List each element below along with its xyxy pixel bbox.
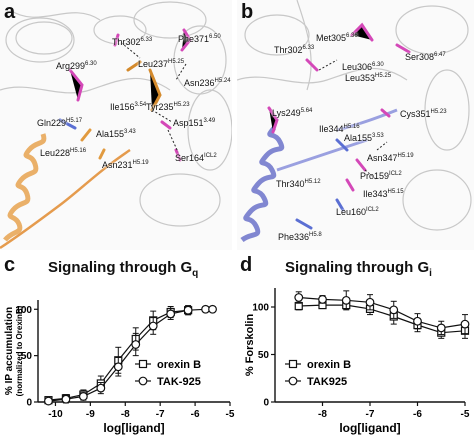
structure-image-b: b [237,0,474,250]
chart-d-series-1-point [365,297,375,307]
chart-title-d: Signaling through Gi [285,259,432,279]
residue-label-b-leu353: Leu353H5.25 [345,73,392,83]
chart-d-x-axis-label: log[ligand] [339,421,400,435]
chart-c-y-axis-label-line1: % IP accumulation [4,307,15,395]
residue-label-b-ser308: Ser3086.47 [405,52,446,62]
chart-d-x-tick-label: -7 [366,409,375,420]
chart-c-legend-marker [138,359,148,369]
residue-label-a-asn231: Asn231H5.19 [102,160,149,170]
chart-d-y-axis-label-text: % Forskolin [244,314,256,377]
residue-label-a-gln229: Gln229H5.17 [37,118,83,128]
residue-label-b-phe336: Phe336H5.8 [278,232,322,242]
chart-c-y-tick-label: 100 [15,305,32,316]
residue-label-b-met305: Met3056.36 [316,33,358,43]
panel-label-b: b [241,1,254,23]
chart-c-legend-marker [138,376,148,386]
chart-c-series-1-point [44,396,53,406]
chart-d-legend-marker [288,359,298,369]
chart-c-x-tick-label: -8 [121,409,130,420]
residue-label-b-thr302: Thr3026.33 [274,45,315,55]
chart-d-series-1-point [341,295,351,305]
structure-illustration-b [237,0,472,243]
residue-label-b-ile343: Ile343H5.15 [363,189,404,199]
chart-c-x-tick-label: -7 [156,409,165,420]
chart-c-legend-label: TAK-925 [157,376,201,388]
chart-d: -8 -7 -6 -5 0 50 100 log[ligand] % Forskolin orex… [244,288,470,435]
chart-c-legend-label: orexin B [157,359,201,371]
chart-title-d-main: Signaling through G [285,259,430,276]
residue-label-b-ile344: Ile344H5.16 [319,124,360,134]
residue-label-a-tyr235: Tyr235H5.23 [146,102,190,112]
residue-label-a-ile156: Ile1563.54 [110,102,147,112]
chart-c-series-1-point [166,309,176,319]
chart-d-series-1-point [318,294,327,304]
residue-label-a-ser164: Ser164ICL2 [175,153,217,163]
chart-d-series-1-point [294,293,304,302]
residue-label-a-asp151: Asp1513.49 [173,118,216,128]
chart-c-series-1-point [148,321,158,331]
chart-d-x-tick-label: -8 [318,409,327,420]
chart-d-x-tick-label: -6 [413,409,422,420]
residue-label-a-thr302: Thr3026.33 [112,37,153,47]
chart-d-legend-marker [288,376,298,386]
chart-c-series-1-point [131,340,141,349]
chart-d-series-1-point [389,305,399,315]
residue-label-b-cys351: Cys351H5.23 [400,109,447,119]
chart-d-legend-label: TAK925 [307,376,347,388]
panel-label-a: a [4,1,16,23]
chart-c-y-axis-label-line2: (normalized to OrexinB) [15,305,24,396]
chart-d-series-1-point [413,316,422,326]
chart-d-y-tick-label: 100 [252,303,269,314]
chart-c-x-tick-label: -10 [48,409,63,420]
structure-image-a: a [0,0,232,250]
residue-label-b-asn347: Asn347H5.19 [367,153,414,163]
chart-c-series-1-point [96,383,106,393]
chart-title-c-main: Signaling through G [48,259,193,276]
chart-c-y-tick-label: 50 [21,351,33,362]
chart-d-y-tick-label: 50 [258,350,270,361]
chart-d-y-tick-label: 0 [263,398,269,409]
residue-label-layer: Arg2996.30 Thr3026.33 Leu237H5.25 Phe3716.5… [37,33,447,242]
chart-d-y-axis-label: % Forskolin [244,314,256,377]
residue-label-a-arg299: Arg2996.30 [56,61,97,71]
chart-c-y-axis-label: % IP accumulation (normalized to OrexinB) [4,305,24,396]
residue-label-b-lys249: Lys2495.64 [272,108,313,118]
chart-d-legend-label: orexin B [307,359,351,371]
residue-label-b-ala155: Ala1553.53 [344,133,384,143]
structure-illustration-a [0,1,232,250]
chart-c-x-axis-label: log[ligand] [103,421,164,435]
chart-c-x-tick-label: -9 [86,409,95,420]
residue-label-a-leu237: Leu237H5.25 [138,59,185,69]
chart-title-c-sub: q [192,268,199,279]
chart-c-x-tick-label: -6 [191,409,200,420]
chart-title-d-sub: i [429,268,432,279]
chart-d-series-1-point [460,319,470,329]
chart-d-series-1-point [436,323,446,333]
residue-label-a-leu228: Leu228H5.16 [40,148,87,158]
chart-title-c: Signaling through Gq [48,259,198,279]
chart-c-series-1-point [183,305,193,315]
panel-label-c: c [4,254,16,276]
chart-c-x-tick-label: -5 [226,409,235,420]
chart-c-series-1-point [61,394,71,404]
chart-c-series-1-point [208,304,217,314]
residue-label-b-pro159: Pro159ICL2 [360,171,402,181]
chart-c: -10 -9 -8 -7 -6 -5 0 50 100 log[ligand] % IP accum… [4,300,235,435]
chart-d-x-tick-label: -5 [461,409,470,420]
panel-label-d: d [240,254,253,276]
residue-label-a-phe371: Phe3716.50 [178,34,221,44]
residue-label-a-ala155: Ala1553.43 [96,129,136,139]
residue-label-b-thr340: Thr340H5.12 [276,179,321,189]
chart-c-series-1-point [113,362,123,372]
chart-c-y-tick-label: 0 [26,398,32,409]
residue-label-b-leu306: Leu3066.30 [342,62,384,72]
chart-c-series-1-point [78,392,88,401]
residue-label-a-asn236: Asn236H5.24 [184,78,231,88]
residue-label-b-leu160: Leu160ICL2 [336,207,379,217]
